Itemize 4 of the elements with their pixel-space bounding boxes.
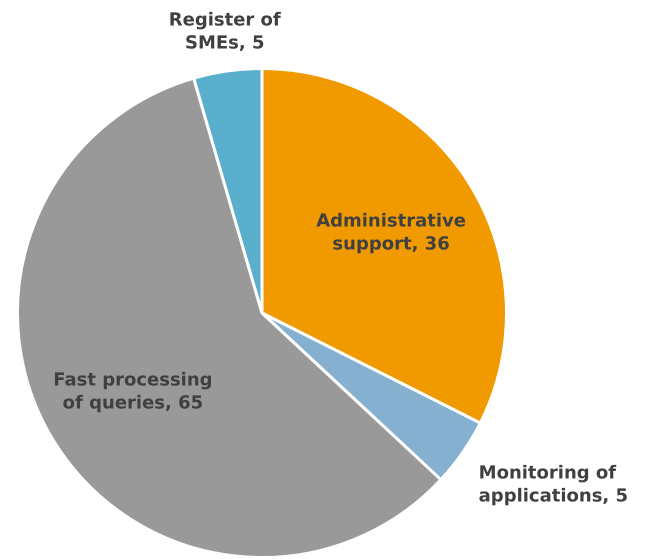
slice-label: Register of SMEs, 5 xyxy=(168,9,281,54)
slice-label: Fast processing of queries, 65 xyxy=(53,370,213,414)
slice-label: Administrative support, 36 xyxy=(316,210,466,255)
slice-label: Monitoring of applications, 5 xyxy=(478,462,628,507)
